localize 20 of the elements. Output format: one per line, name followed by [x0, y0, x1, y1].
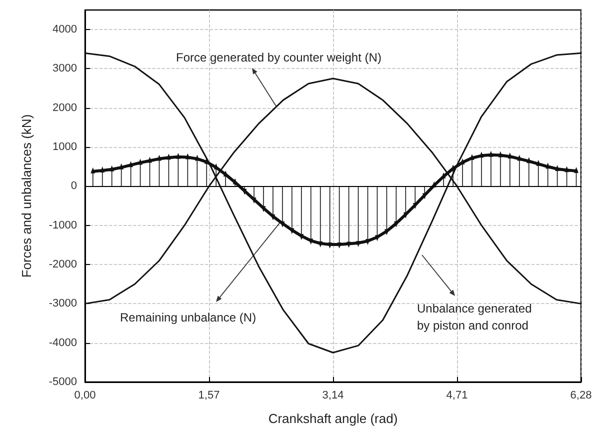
x-tick-label: 6,28 [570, 390, 592, 402]
x-tick-label: 4,71 [446, 390, 468, 402]
annotation: Remaining unbalance (N) [120, 310, 256, 324]
x-tick-label: 3,14 [322, 390, 344, 402]
y-tick-label: -4000 [48, 336, 77, 349]
y-axis-title: Forces and unbalances (kN) [19, 114, 34, 278]
x-tick-label: 0,00 [74, 390, 96, 402]
x-axis-title: Crankshaft angle (rad) [268, 411, 398, 426]
annotation: Force generated by counter weight (N) [176, 50, 382, 64]
y-tick-label: 0 [70, 180, 77, 192]
annotation: Unbalance generated by piston and conrod [417, 302, 532, 332]
y-tick-label: -3000 [48, 298, 77, 310]
y-tick-label: -5000 [48, 376, 77, 388]
x-tick-label: 1,57 [198, 390, 220, 402]
y-tick-label: 3000 [52, 62, 77, 75]
y-tick-label: 1000 [52, 141, 77, 154]
y-tick-label: 2000 [52, 102, 77, 114]
y-tick-label: -1000 [48, 219, 77, 232]
y-tick-label: 4000 [52, 24, 77, 36]
y-tick-label: -2000 [48, 258, 77, 271]
